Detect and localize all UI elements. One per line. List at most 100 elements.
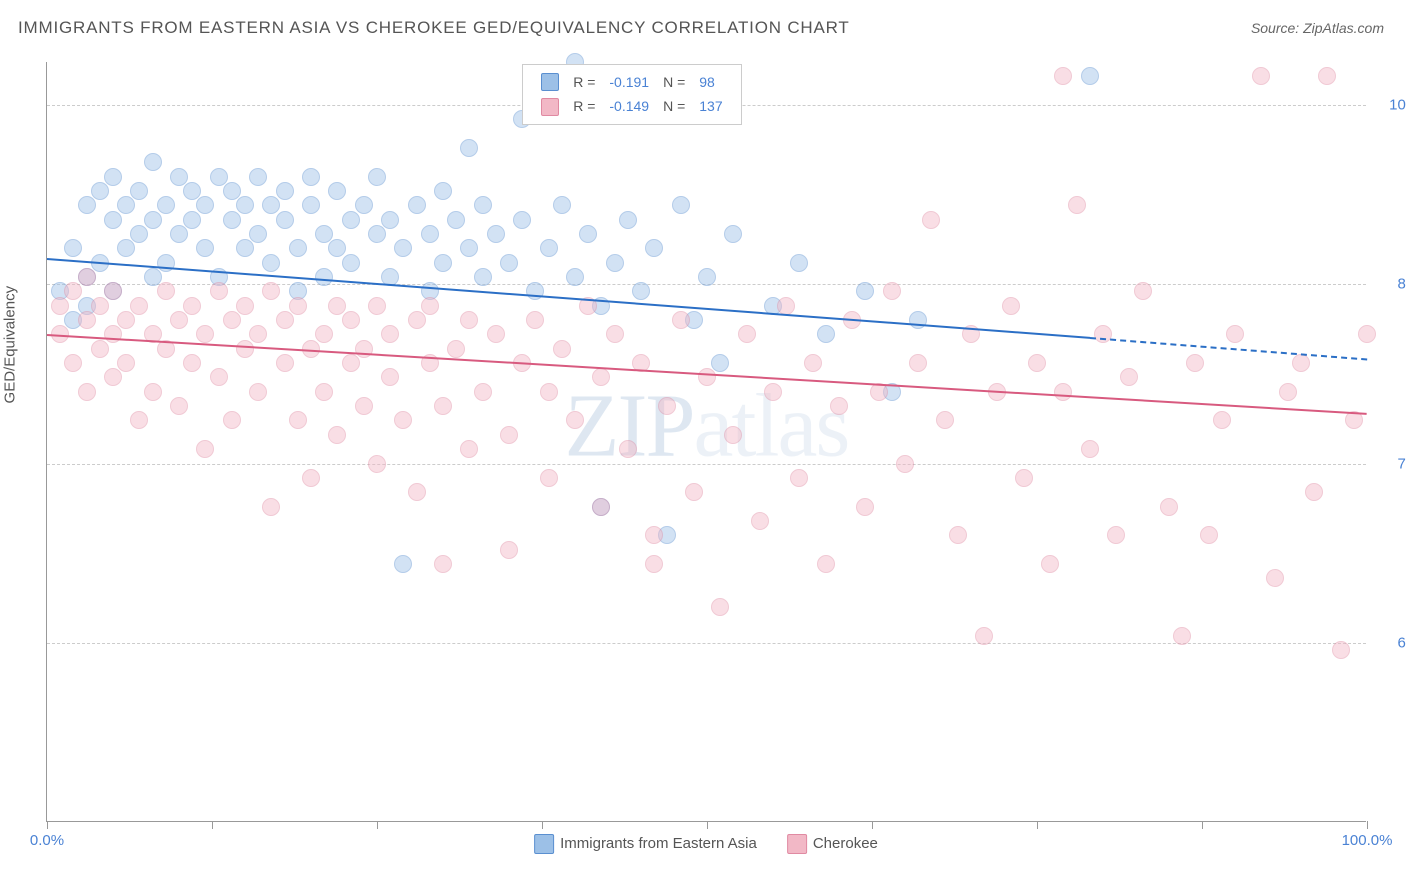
data-point xyxy=(1068,196,1086,214)
data-point xyxy=(249,325,267,343)
data-point xyxy=(447,340,465,358)
data-point xyxy=(91,297,109,315)
data-point xyxy=(104,168,122,186)
data-point xyxy=(566,268,584,286)
legend-n-value: 98 xyxy=(693,71,728,93)
x-tick xyxy=(1367,821,1368,829)
data-point xyxy=(804,354,822,372)
data-point xyxy=(579,225,597,243)
source-attribution: Source: ZipAtlas.com xyxy=(1251,20,1384,36)
data-point xyxy=(698,368,716,386)
data-point xyxy=(790,469,808,487)
data-point xyxy=(632,282,650,300)
data-point xyxy=(1120,368,1138,386)
data-point xyxy=(474,196,492,214)
data-point xyxy=(909,354,927,372)
data-point xyxy=(566,411,584,429)
data-point xyxy=(381,325,399,343)
legend-n-label: N = xyxy=(657,71,691,93)
data-point xyxy=(328,297,346,315)
legend-swatch xyxy=(787,834,807,854)
data-point xyxy=(500,541,518,559)
data-point xyxy=(474,383,492,401)
data-point xyxy=(1028,354,1046,372)
x-tick xyxy=(707,821,708,829)
data-point xyxy=(315,225,333,243)
data-point xyxy=(1054,67,1072,85)
gridline-horizontal xyxy=(47,643,1366,644)
data-point xyxy=(592,498,610,516)
data-point xyxy=(500,426,518,444)
data-point xyxy=(1041,555,1059,573)
legend-swatch xyxy=(534,834,554,854)
data-point xyxy=(276,211,294,229)
legend-r-value: -0.191 xyxy=(603,71,655,93)
data-point xyxy=(262,254,280,272)
data-point xyxy=(236,196,254,214)
data-point xyxy=(117,354,135,372)
data-point xyxy=(1252,67,1270,85)
data-point xyxy=(368,168,386,186)
data-point xyxy=(157,196,175,214)
data-point xyxy=(130,411,148,429)
x-tick xyxy=(1202,821,1203,829)
data-point xyxy=(394,239,412,257)
legend-n-label: N = xyxy=(657,95,691,117)
data-point xyxy=(368,225,386,243)
data-point xyxy=(210,368,228,386)
data-point xyxy=(830,397,848,415)
data-point xyxy=(183,182,201,200)
data-point xyxy=(526,311,544,329)
data-point xyxy=(764,383,782,401)
data-point xyxy=(434,254,452,272)
data-point xyxy=(130,225,148,243)
data-point xyxy=(658,397,676,415)
data-point xyxy=(1200,526,1218,544)
data-point xyxy=(672,311,690,329)
source-label: Source: xyxy=(1251,20,1303,36)
data-point xyxy=(302,168,320,186)
x-tick xyxy=(47,821,48,829)
data-point xyxy=(170,168,188,186)
x-tick xyxy=(377,821,378,829)
x-tick xyxy=(872,821,873,829)
y-tick-label: 62.5% xyxy=(1397,634,1406,651)
data-point xyxy=(526,282,544,300)
data-point xyxy=(170,225,188,243)
data-point xyxy=(91,182,109,200)
data-point xyxy=(183,297,201,315)
data-point xyxy=(183,211,201,229)
data-point xyxy=(1332,641,1350,659)
data-point xyxy=(276,182,294,200)
data-point xyxy=(1015,469,1033,487)
data-point xyxy=(130,297,148,315)
data-point xyxy=(1134,282,1152,300)
data-point xyxy=(210,168,228,186)
data-point xyxy=(381,368,399,386)
data-point xyxy=(196,440,214,458)
data-point xyxy=(421,297,439,315)
x-tick-label: 100.0% xyxy=(1342,832,1393,849)
legend-r-label: R = xyxy=(567,95,601,117)
data-point xyxy=(144,383,162,401)
data-point xyxy=(130,182,148,200)
data-point xyxy=(328,426,346,444)
data-point xyxy=(262,498,280,516)
data-point xyxy=(672,196,690,214)
data-point xyxy=(78,268,96,286)
data-point xyxy=(249,383,267,401)
data-point xyxy=(91,340,109,358)
data-point xyxy=(645,555,663,573)
data-point xyxy=(170,397,188,415)
data-point xyxy=(78,383,96,401)
data-point xyxy=(236,340,254,358)
legend-series-name: Cherokee xyxy=(813,835,878,852)
data-point xyxy=(368,455,386,473)
x-tick xyxy=(542,821,543,829)
trend-line xyxy=(47,334,1367,415)
data-point xyxy=(949,526,967,544)
data-point xyxy=(711,354,729,372)
data-point xyxy=(328,239,346,257)
data-point xyxy=(104,282,122,300)
data-point xyxy=(936,411,954,429)
